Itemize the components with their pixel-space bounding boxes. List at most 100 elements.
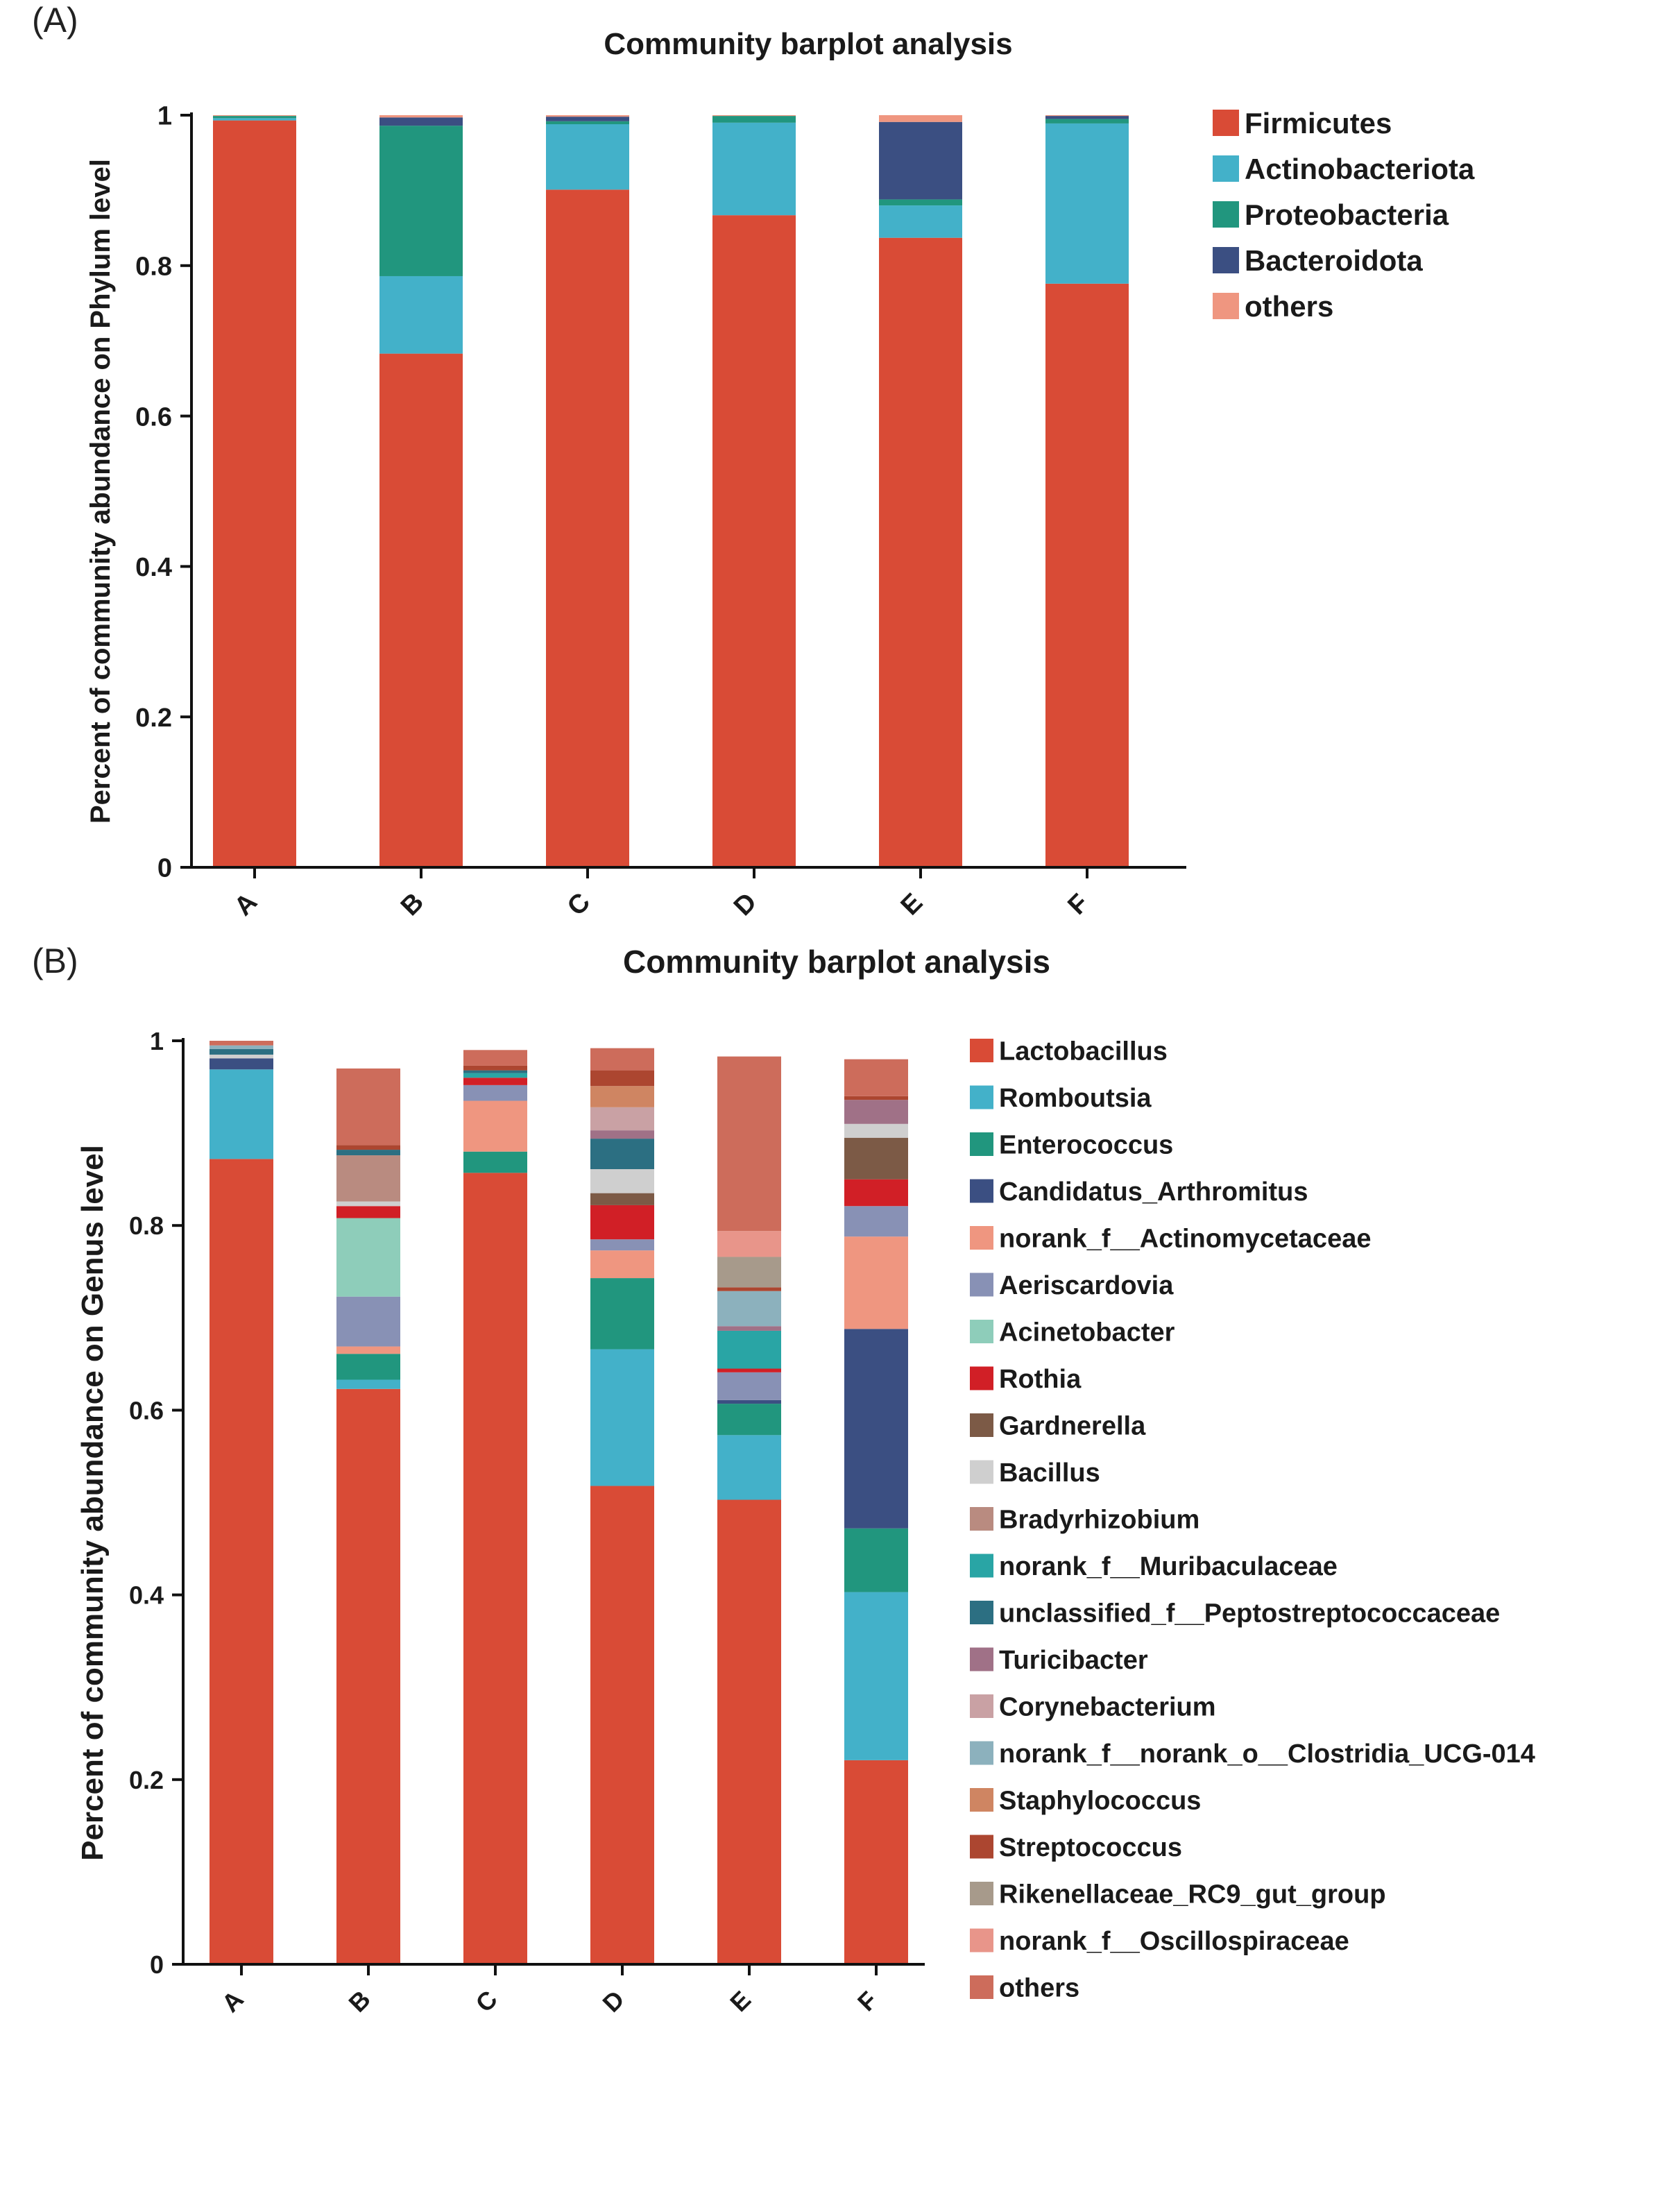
x-tick-label: E (724, 1985, 756, 2017)
bar-f-proteobacteria (1045, 119, 1129, 124)
legend-swatch-proteobacteria (1213, 201, 1239, 228)
bar-b-streptococcus (336, 1145, 400, 1150)
y-tick-label: 1 (157, 102, 172, 131)
legend-label-unclassified-f-peptostreptococcaceae: unclassified_f__Peptostreptococcaceae (999, 1599, 1500, 1628)
legend-label-romboutsia: Romboutsia (999, 1084, 1152, 1113)
y-tick-label: 0.4 (129, 1581, 164, 1610)
legend-swatch-lactobacillus (970, 1039, 993, 1062)
bar-b-acinetobacter (336, 1218, 400, 1297)
bar-b-lactobacillus (336, 1388, 400, 1964)
bar-a-others (213, 115, 296, 117)
bar-f-firmicutes (1045, 283, 1129, 867)
bar-e-norank-f-oscillospiraceae (717, 1231, 781, 1257)
bar-e-enterococcus (717, 1404, 781, 1436)
x-tick-label: A (229, 887, 263, 921)
bar-b-firmicutes (379, 353, 463, 867)
bar-f-lactobacillus (844, 1760, 908, 1964)
y-tick-label: 1 (150, 1027, 164, 1055)
legend-label-others: others (999, 1974, 1079, 2003)
bar-b-rothia (336, 1206, 400, 1218)
bar-d-streptococcus (590, 1070, 654, 1087)
bar-f-others (1045, 115, 1129, 117)
bar-d-lactobacillus (590, 1486, 654, 1964)
bar-e-bacteroidota (879, 121, 962, 200)
bar-a-actinobacteriota (213, 118, 296, 121)
bar-c-actinobacteriota (546, 124, 629, 190)
legend-swatch-aeriscardovia (970, 1273, 993, 1297)
chart-title: Community barplot analysis (604, 27, 1012, 61)
bar-c-enterococcus (463, 1151, 527, 1173)
legend-label-candidatus-arthromitus: Candidatus_Arthromitus (999, 1177, 1308, 1207)
bar-a-romboutsia (210, 1069, 273, 1159)
legend-label-rothia: Rothia (999, 1365, 1082, 1394)
bar-c-others (463, 1050, 527, 1066)
legend-label-streptococcus: Streptococcus (999, 1833, 1182, 1862)
x-tick-label: B (395, 887, 429, 921)
legend-label-norank-f-oscillospiraceae: norank_f__Oscillospiraceae (999, 1927, 1349, 1956)
y-tick-label: 0.8 (129, 1211, 164, 1240)
legend-label-acinetobacter: Acinetobacter (999, 1318, 1175, 1347)
x-tick-label: A (216, 1984, 248, 2017)
legend-swatch-others (970, 1975, 993, 1999)
bar-a-lactobacillus (210, 1159, 273, 1964)
bar-c-norank-f-muribaculaceae (463, 1073, 527, 1078)
x-tick-label: B (343, 1984, 375, 2017)
legend-swatch-candidatus-arthromitus (970, 1179, 993, 1203)
bar-b-others (379, 115, 463, 118)
bar-e-aeriscardovia (717, 1372, 781, 1400)
legend-label-norank-f-actinomycetaceae: norank_f__Actinomycetaceae (999, 1225, 1371, 1254)
phylum-barplot: Community barplot analysis 0 0.2 0.4 0.6 0.8 1… (85, 27, 1475, 921)
bar-a-unclassified-f-peptostreptococcaceae (210, 1048, 273, 1055)
legend-label-rikenellaceae-rc9-gut-group: Rikenellaceae_RC9_gut_group (999, 1880, 1386, 1909)
legend-swatch-streptococcus (970, 1835, 993, 1859)
bar-b-actinobacteriota (379, 275, 463, 354)
bar-d-corynebacterium (590, 1107, 654, 1131)
bar-a-firmicutes (213, 120, 296, 867)
legend-label-bacillus: Bacillus (999, 1458, 1100, 1488)
legend-label-norank-f-muribaculaceae: norank_f__Muribaculaceae (999, 1552, 1338, 1581)
bar-e-firmicutes (879, 237, 962, 867)
bar-d-enterococcus (590, 1278, 654, 1350)
bar-e-norank-f-muribaculaceae (717, 1330, 781, 1369)
bar-c-lactobacillus (463, 1173, 527, 1964)
y-axis-label: Percent of community abundance on Genus … (76, 1145, 110, 1861)
bar-e-actinobacteriota (879, 205, 962, 238)
chart-title: Community barplot analysis (623, 944, 1050, 980)
bar-e-others (879, 115, 962, 122)
legend-swatch-corynebacterium (970, 1694, 993, 1718)
legend-swatch-rothia (970, 1366, 993, 1390)
bar-d-actinobacteriota (712, 122, 796, 216)
bar-c-firmicutes (546, 189, 629, 867)
bar-c-others (546, 115, 629, 117)
bar-c-proteobacteria (546, 121, 629, 125)
bar-d-unclassified-f-peptostreptococcaceae (590, 1139, 654, 1170)
bar-b-bacteroidota (379, 117, 463, 126)
bar-a-norank-f-norank-o-clostridia-ucg-014 (210, 1045, 273, 1049)
bar-d-romboutsia (590, 1349, 654, 1486)
bar-d-others (590, 1048, 654, 1071)
y-axis-label: Percent of community abundance on Phylum… (85, 159, 116, 824)
bar-e-norank-f-norank-o-clostridia-ucg-014 (717, 1291, 781, 1327)
legend-label-lactobacillus: Lactobacillus (999, 1037, 1168, 1066)
bar-c-bacteroidota (546, 117, 629, 121)
legend-swatch-romboutsia (970, 1085, 993, 1109)
legend-swatch-bacteroidota (1213, 247, 1239, 273)
bar-c-streptococcus (463, 1065, 527, 1071)
bar-d-norank-f-actinomycetaceae (590, 1250, 654, 1279)
x-tick-label: F (852, 1986, 883, 2017)
bar-d-others (712, 115, 796, 117)
bar-f-bacillus (844, 1123, 908, 1138)
x-tick-label: D (728, 887, 762, 921)
x-tick-label: D (597, 1984, 629, 2017)
bar-c-rothia (463, 1078, 527, 1085)
bar-e-lactobacillus (717, 1499, 781, 1964)
legend-swatch-staphylococcus (970, 1788, 993, 1812)
bar-d-staphylococcus (590, 1086, 654, 1107)
y-tick-label: 0.2 (129, 1766, 164, 1794)
legend-swatch-firmicutes (1213, 110, 1239, 136)
legend-swatch-turicibacter (970, 1647, 993, 1671)
bar-e-others (717, 1056, 781, 1232)
panel-b-label: (B) (32, 942, 78, 980)
bar-a-others (210, 1041, 273, 1046)
legend-swatch-norank-f-muribaculaceae (970, 1554, 993, 1578)
